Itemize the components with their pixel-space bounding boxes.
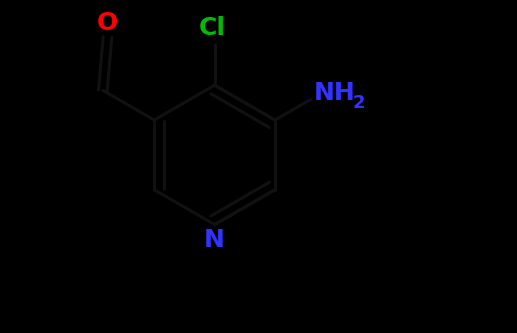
Text: 2: 2 — [352, 94, 364, 112]
Text: NH: NH — [313, 81, 355, 105]
Text: Cl: Cl — [199, 16, 225, 40]
Text: O: O — [97, 11, 118, 35]
Text: N: N — [204, 228, 225, 252]
